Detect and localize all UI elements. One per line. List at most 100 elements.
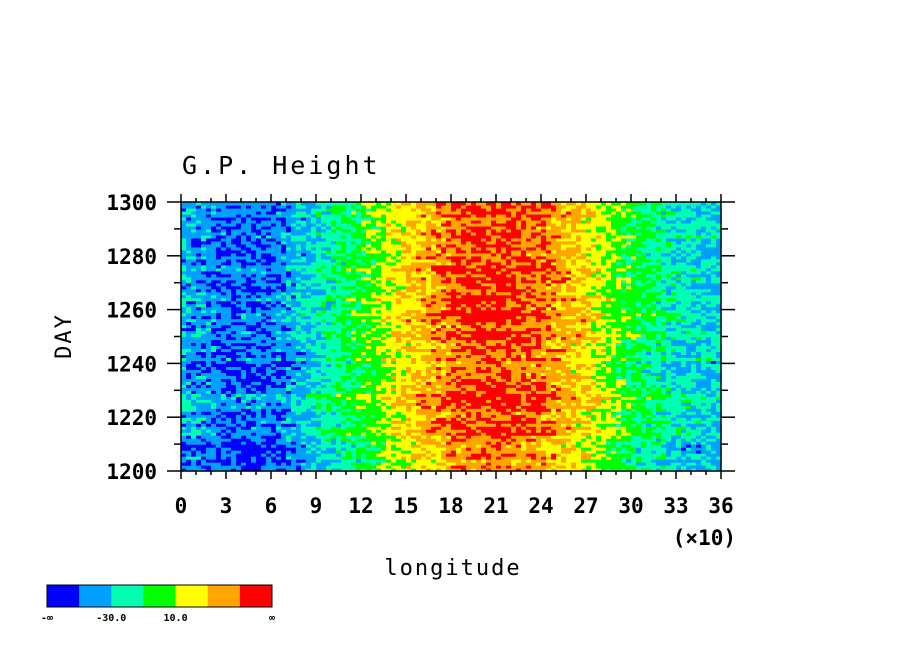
heatmap-cell: [336, 399, 342, 403]
heatmap-cell: [546, 441, 552, 445]
heatmap-cell: [186, 366, 192, 370]
heatmap-cell: [521, 366, 527, 370]
heatmap-cell: [566, 456, 572, 460]
heatmap-cell: [291, 372, 297, 376]
heatmap-cell: [416, 393, 422, 397]
heatmap-cell: [716, 333, 722, 338]
heatmap-cell: [711, 339, 717, 344]
heatmap-cell: [501, 429, 507, 433]
heatmap-cell: [451, 378, 457, 382]
heatmap-cell: [616, 387, 622, 391]
heatmap-cell: [236, 360, 242, 364]
heatmap-cell: [461, 405, 467, 409]
heatmap-cell: [481, 438, 487, 442]
heatmap-cell: [206, 354, 212, 359]
heatmap-cell: [551, 396, 557, 400]
heatmap-cell: [626, 360, 632, 364]
heatmap-cell: [511, 354, 517, 359]
heatmap-cell: [506, 393, 512, 397]
heatmap-cell: [351, 366, 357, 370]
heatmap-cell: [556, 414, 562, 418]
heatmap-cell: [366, 462, 372, 466]
heatmap-cell: [666, 417, 672, 421]
heatmap-cell: [356, 441, 362, 445]
heatmap-cell: [706, 423, 712, 427]
heatmap-cell: [621, 354, 627, 359]
heatmap-cell: [456, 453, 462, 457]
heatmap-cell: [551, 417, 557, 421]
heatmap-cell: [241, 429, 247, 433]
heatmap-cell: [701, 354, 707, 359]
heatmap-cell: [611, 453, 617, 457]
heatmap-cell: [391, 417, 397, 421]
heatmap-cell: [391, 408, 397, 412]
heatmap-cell: [241, 345, 247, 350]
heatmap-cell: [511, 378, 517, 382]
heatmap-cell: [401, 360, 407, 364]
heatmap-cell: [506, 378, 512, 382]
heatmap-cell: [671, 381, 677, 385]
heatmap-cell: [606, 372, 612, 376]
heatmap-cell: [626, 351, 632, 356]
heatmap-cell: [576, 459, 582, 463]
heatmap-cell: [571, 426, 577, 430]
heatmap-cell: [486, 462, 492, 466]
heatmap-cell: [406, 447, 412, 451]
heatmap-cell: [671, 387, 677, 391]
heatmap-cell: [551, 345, 557, 350]
heatmap-cell: [276, 333, 282, 338]
heatmap-cell: [446, 339, 452, 344]
heatmap-cell: [681, 393, 687, 397]
heatmap-cell: [276, 375, 282, 379]
heatmap-cell: [641, 357, 647, 362]
heatmap-cell: [271, 336, 277, 341]
heatmap-cell: [236, 444, 242, 448]
heatmap-cell: [606, 354, 612, 359]
heatmap-cell: [696, 468, 702, 472]
heatmap-cell: [451, 438, 457, 442]
heatmap-cell: [581, 336, 587, 341]
heatmap-cell: [526, 366, 532, 370]
heatmap-cell: [306, 345, 312, 350]
heatmap-cell: [471, 447, 477, 451]
heatmap-cell: [421, 426, 427, 430]
heatmap-cell: [701, 450, 707, 454]
heatmap-cell: [606, 369, 612, 373]
heatmap-cell: [286, 348, 292, 353]
heatmap-cell: [241, 423, 247, 427]
heatmap-cell: [386, 381, 392, 385]
heatmap-cell: [641, 384, 647, 388]
heatmap-cell: [506, 408, 512, 412]
heatmap-cell: [686, 465, 692, 469]
heatmap-cell: [226, 399, 232, 403]
heatmap-cell: [541, 468, 547, 472]
heatmap-cell: [616, 453, 622, 457]
heatmap-cell: [306, 393, 312, 397]
heatmap-cell: [406, 339, 412, 344]
heatmap-cell: [711, 429, 717, 433]
heatmap-cell: [246, 423, 252, 427]
heatmap-cell: [306, 453, 312, 457]
heatmap-cell: [506, 453, 512, 457]
heatmap-cell: [556, 453, 562, 457]
heatmap-cell: [191, 459, 197, 463]
heatmap-cell: [276, 381, 282, 385]
heatmap-cell: [576, 375, 582, 379]
heatmap-cell: [611, 411, 617, 415]
heatmap-cell: [516, 429, 522, 433]
heatmap-cell: [361, 459, 367, 463]
heatmap-cell: [696, 363, 702, 367]
heatmap-cell: [596, 468, 602, 472]
heatmap-cell: [611, 342, 617, 347]
heatmap-cell: [561, 342, 567, 347]
heatmap-cell: [711, 438, 717, 442]
heatmap-cell: [686, 447, 692, 451]
heatmap-cell: [396, 345, 402, 350]
heatmap-cell: [556, 423, 562, 427]
heatmap-cell: [601, 465, 607, 469]
heatmap-cell: [686, 426, 692, 430]
heatmap-cell: [426, 387, 432, 391]
heatmap-cell: [241, 369, 247, 373]
heatmap-cell: [281, 351, 287, 356]
heatmap-cell: [561, 420, 567, 424]
